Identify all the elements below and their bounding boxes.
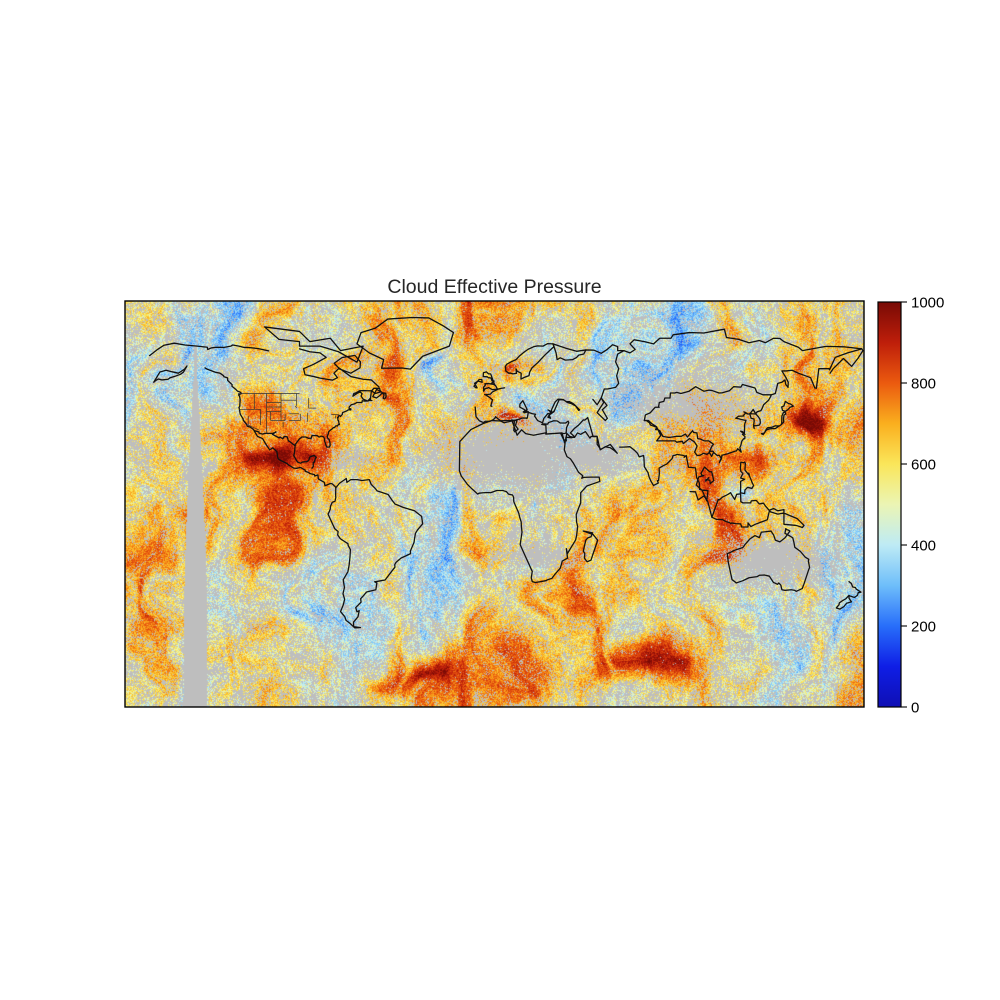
svg-text:1000: 1000 [911, 295, 944, 312]
svg-text:0: 0 [911, 700, 919, 717]
svg-text:200: 200 [911, 619, 936, 636]
svg-text:400: 400 [911, 538, 936, 555]
svg-text:800: 800 [911, 376, 936, 393]
svg-text:600: 600 [911, 457, 936, 474]
